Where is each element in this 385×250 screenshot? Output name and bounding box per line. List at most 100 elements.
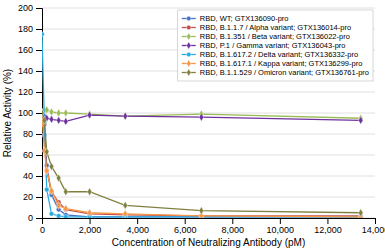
legend-label: RBD, B.1.617.2 / Delta variant; GTX13633…	[200, 50, 358, 59]
grid	[42, 8, 375, 218]
tick: 200	[18, 3, 42, 13]
grid-line	[42, 8, 375, 9]
point	[358, 209, 363, 217]
point	[49, 108, 54, 116]
point	[42, 116, 47, 124]
series	[42, 109, 363, 218]
tick-mark	[36, 176, 42, 177]
tick-mark	[36, 197, 42, 198]
legend-label: RBD, B.1.351 / Beta variant; GTX136022-p…	[200, 32, 350, 41]
point	[123, 210, 128, 218]
tick-mark	[36, 71, 42, 72]
series	[42, 32, 363, 218]
point	[64, 205, 69, 213]
tick-label: 10,000	[267, 225, 295, 235]
tick-mark	[36, 92, 42, 93]
axis-line	[43, 219, 376, 225]
point	[56, 116, 61, 124]
point	[64, 109, 69, 117]
point	[44, 187, 49, 192]
tick-mark	[36, 218, 42, 219]
legend-item: RBD, B.1.617.2 / Delta variant; GTX13633…	[182, 50, 358, 59]
tick-label: 12,000	[314, 225, 342, 235]
line	[42, 113, 361, 217]
grid-line	[42, 155, 375, 156]
tick: 14,000	[362, 218, 385, 235]
grid-line	[42, 134, 375, 135]
tick-label: 80	[23, 129, 33, 139]
tick-label: 100	[18, 108, 33, 118]
point	[123, 112, 128, 120]
point	[64, 188, 69, 196]
legend: RBD, WT; GTX136090-proRBD, B.1.1.7 / Alp…	[178, 10, 373, 81]
point	[64, 117, 69, 125]
x-axis: 0 2,000 4,000 6,000 8,000 10,000 12,000 14,000	[40, 218, 385, 235]
tick-mark	[232, 218, 233, 224]
tick-mark	[36, 134, 42, 135]
legend-label: RBD, B.1.1.529 / Omicron variant; GTX136…	[200, 68, 369, 77]
grid-line	[42, 92, 375, 93]
point	[87, 111, 92, 119]
point	[56, 109, 61, 117]
series	[42, 109, 363, 217]
line	[42, 113, 361, 216]
tick: 100	[18, 108, 42, 118]
legend-marker	[186, 25, 191, 30]
legend-item: RBD, P.1 / Gamma variant; GTX136043-pro	[182, 41, 346, 50]
legend-item: RBD, B.1.1.7 / Alpha variant; GTX136014-…	[182, 23, 351, 32]
legend-item: RBD, WT; GTX136090-pro	[182, 14, 289, 23]
tick: 6,000	[174, 218, 197, 235]
chart: 02,0004,0006,0008,00010,00012,00014,0000…	[0, 0, 385, 250]
point	[87, 188, 92, 196]
point	[44, 148, 49, 156]
legend-marker	[187, 60, 191, 67]
legend-item: RBD, B.1.351 / Beta variant; GTX136022-p…	[182, 32, 350, 41]
point	[49, 115, 54, 123]
grid-line	[42, 176, 375, 177]
tick: 60	[23, 150, 42, 160]
legend-marker	[187, 42, 191, 49]
tick: 180	[18, 24, 42, 34]
tick: 20	[23, 192, 42, 202]
tick-label: 2,000	[79, 225, 102, 235]
tick: 12,000	[314, 218, 342, 235]
y-axis-title: Relative Activity (%)	[2, 69, 13, 157]
legend-item: RBD, B.1.1.529 / Omicron variant; GTX136…	[182, 68, 369, 77]
line	[42, 113, 361, 217]
point	[87, 209, 92, 217]
tick: 0	[28, 213, 42, 223]
tick-mark	[90, 218, 91, 224]
tick: 0	[40, 218, 45, 235]
point	[44, 167, 49, 175]
tick: 8,000	[222, 218, 245, 235]
tick-label: 140	[18, 66, 33, 76]
point	[56, 201, 61, 209]
tick: 10,000	[267, 218, 295, 235]
tick: 140	[18, 66, 42, 76]
point	[56, 174, 61, 182]
tick: 160	[18, 45, 42, 55]
tick: 2,000	[79, 218, 102, 235]
y-axis: 020406080100120140160180200	[18, 3, 43, 223]
tick-label: 60	[23, 150, 33, 160]
tick-mark	[280, 218, 281, 224]
tick-label: 8,000	[222, 225, 245, 235]
point	[63, 215, 68, 218]
marks	[42, 32, 363, 218]
tick-mark	[36, 8, 42, 9]
point	[42, 32, 44, 37]
point	[44, 106, 49, 114]
tick-mark	[36, 50, 42, 51]
tick-mark	[327, 218, 328, 224]
legend-item: RBD, B.1.617.1 / Kappa variant; GTX13629…	[182, 59, 363, 68]
line	[42, 113, 361, 213]
tick: 4,000	[126, 218, 149, 235]
legend-label: RBD, WT; GTX136090-pro	[200, 14, 289, 23]
tick-label: 6,000	[174, 225, 197, 235]
series	[42, 111, 363, 218]
legend-marker	[186, 52, 191, 57]
tick-label: 0	[40, 225, 45, 235]
tick-mark	[137, 218, 138, 224]
tick-label: 14,000	[362, 225, 385, 235]
tick-label: 0	[28, 213, 33, 223]
